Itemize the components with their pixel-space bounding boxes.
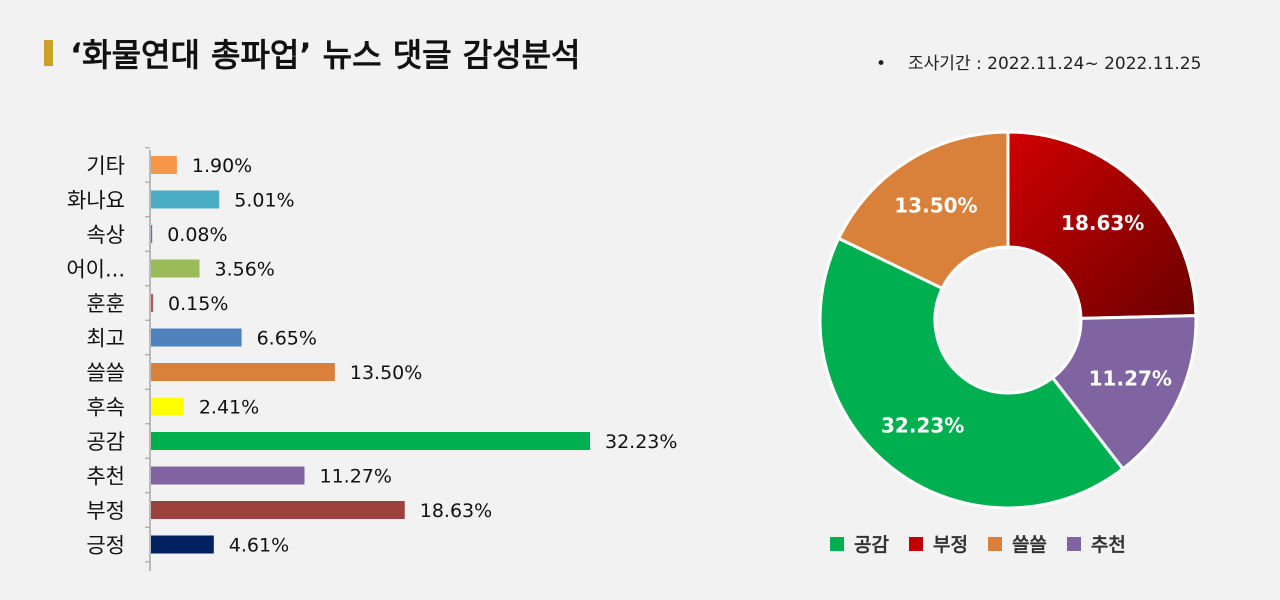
bar-data-label: 4.61% [229,535,289,557]
bar [151,363,335,381]
bar-data-label: 3.56% [214,259,274,281]
bar-data-label: 0.15% [168,293,228,315]
bar-category-label: 훈훈 [86,292,125,316]
bar-data-label: 0.08% [167,224,227,246]
donut-slice [1050,314,1198,471]
bar-data-label: 11.27% [320,466,392,488]
bar-category-label: 어이... [66,258,125,282]
bar [151,432,590,450]
bar [151,294,154,312]
bar [151,501,405,519]
bar-data-label: 5.01% [234,190,294,212]
legend-label: 추천 [1090,534,1126,556]
bar [151,466,305,485]
bar-category-label: 속상 [86,223,125,247]
bar [151,535,214,554]
bar-category-label: 화나요 [67,189,125,213]
bar-category-label: 최고 [86,327,125,351]
donut-legend: 공감 부정 쓸쓸 추천 [830,530,1126,557]
donut-data-label: 11.27% [1089,366,1172,390]
bar-chart: 기타 1.90% 화나요 5.01% 속상 0.08% 어이... 3.56% 훈훈 0.15% 최… [66,147,677,571]
bar-category-label: 부정 [86,499,125,523]
legend-label: 쓸쓸 [1011,534,1047,556]
bar-category-label: 긍정 [86,534,125,558]
legend-swatch [830,536,844,551]
donut-slice [818,236,1126,510]
bar-category-label: 후속 [86,396,125,420]
donut-data-label: 32.23% [881,413,964,437]
bar-category-label: 쓸쓸 [86,361,125,385]
legend-swatch [908,536,923,551]
donut-slice [836,130,1010,291]
donut-data-label: 18.63% [1061,211,1144,235]
legend-item: 추천 [1066,530,1126,557]
bar [151,259,200,278]
bar-category-label: 추천 [86,465,125,489]
bar-category-label: 공감 [86,430,125,454]
page-title: ‘화물연대 총파업’ 뉴스 댓글 감성분석 [70,36,581,74]
legend-swatch [987,536,1002,551]
period-text: 조사기간 : 2022.11.24~ 2022.11.25 [908,54,1202,74]
legend-label: 부정 [932,534,968,556]
bar [151,225,153,243]
bar-data-label: 32.23% [605,431,677,453]
legend-swatch [1066,536,1081,551]
bar [151,156,177,174]
legend-item: 쓸쓸 [987,530,1047,557]
survey-period: • 조사기간 : 2022.11.24~ 2022.11.25 [876,49,1201,74]
bar-category-label: 기타 [86,154,125,178]
legend-label: 공감 [854,534,889,556]
bar [151,190,220,209]
bar-data-label: 13.50% [350,362,422,384]
donut-slice [1006,130,1198,320]
bar-data-label: 2.41% [199,397,259,419]
donut-data-label: 13.50% [894,193,977,217]
legend-item: 부정 [908,530,968,557]
bar [151,328,242,347]
bar-data-label: 6.65% [257,328,317,350]
title-accent-bar [44,40,53,66]
legend-item: 공감 [830,530,889,557]
bar [151,397,184,416]
bar-data-label: 1.90% [192,155,252,177]
period-bullet: • [876,54,887,74]
bar-data-label: 18.63% [420,500,492,522]
